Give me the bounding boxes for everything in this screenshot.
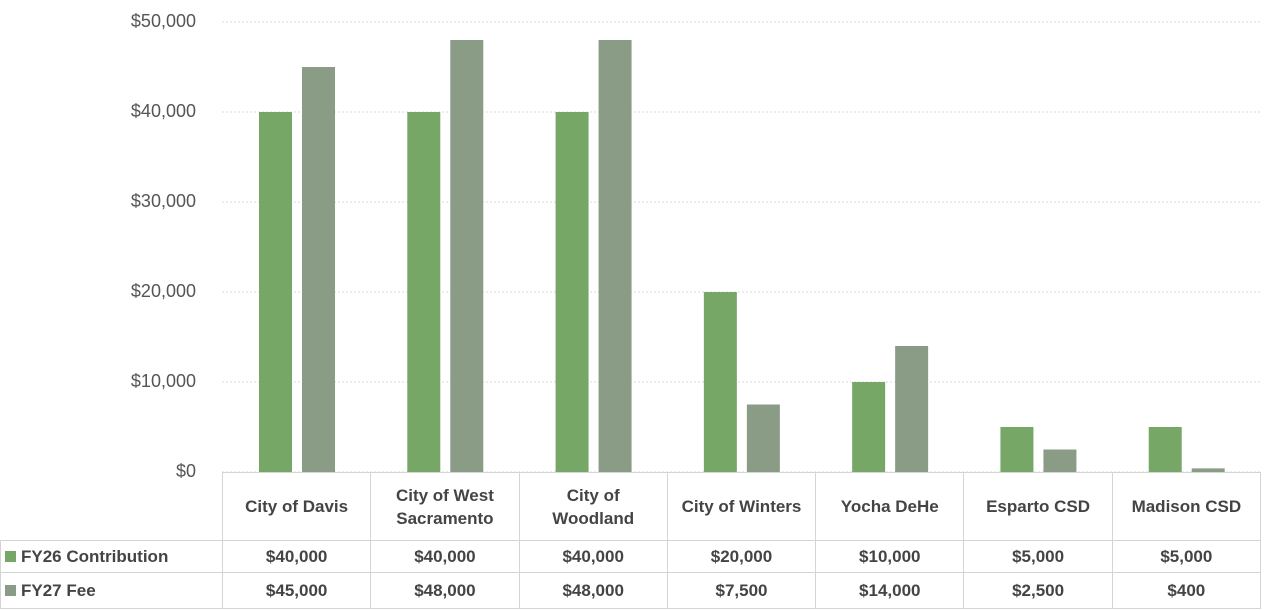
category-label: City of Woodland <box>518 472 668 541</box>
category-label: City of Davis <box>222 472 372 541</box>
table-value: $45,000 <box>222 572 372 609</box>
table-value: $400 <box>1111 572 1261 609</box>
table-value: $48,000 <box>370 572 520 609</box>
bar <box>1043 449 1077 472</box>
table-value: $5,000 <box>1111 540 1261 573</box>
bar <box>746 404 780 472</box>
category-label: Madison CSD <box>1111 472 1261 541</box>
bar <box>450 40 484 472</box>
y-tick-label: $20,000 <box>131 281 196 301</box>
y-tick-label: $40,000 <box>131 101 196 121</box>
category-label: City of West Sacramento <box>370 472 520 541</box>
table-value: $5,000 <box>963 540 1113 573</box>
legend-swatch <box>5 551 16 562</box>
bar <box>852 382 886 472</box>
legend-entry: FY27 Fee <box>0 572 223 609</box>
bar <box>302 67 335 472</box>
bar <box>703 292 737 472</box>
y-tick-label: $30,000 <box>131 191 196 211</box>
table-value: $14,000 <box>815 572 965 609</box>
table-value: $7,500 <box>666 572 817 609</box>
table-value: $40,000 <box>518 540 668 573</box>
table-value: $10,000 <box>815 540 965 573</box>
bar <box>1000 427 1034 472</box>
bar <box>1148 427 1182 472</box>
y-tick-label: $50,000 <box>131 11 196 31</box>
table-value: $40,000 <box>370 540 520 573</box>
bar <box>555 112 589 472</box>
bar <box>1191 468 1225 472</box>
bar <box>407 112 441 472</box>
table-value: $40,000 <box>222 540 372 573</box>
table-value: $20,000 <box>666 540 817 573</box>
y-tick-label: $0 <box>176 461 196 481</box>
table-value: $48,000 <box>518 572 668 609</box>
y-tick-label: $10,000 <box>131 371 196 391</box>
bar <box>598 40 632 472</box>
legend-swatch <box>5 585 16 596</box>
legend-label: FY27 Fee <box>21 581 96 600</box>
legend-label: FY26 Contribution <box>21 547 169 566</box>
bar <box>895 346 929 472</box>
bar <box>259 112 292 472</box>
category-label: Esparto CSD <box>963 472 1113 541</box>
category-label: Yocha DeHe <box>815 472 965 541</box>
category-label: City of Winters <box>666 472 817 541</box>
legend-entry: FY26 Contribution <box>0 540 223 573</box>
table-value: $2,500 <box>963 572 1113 609</box>
